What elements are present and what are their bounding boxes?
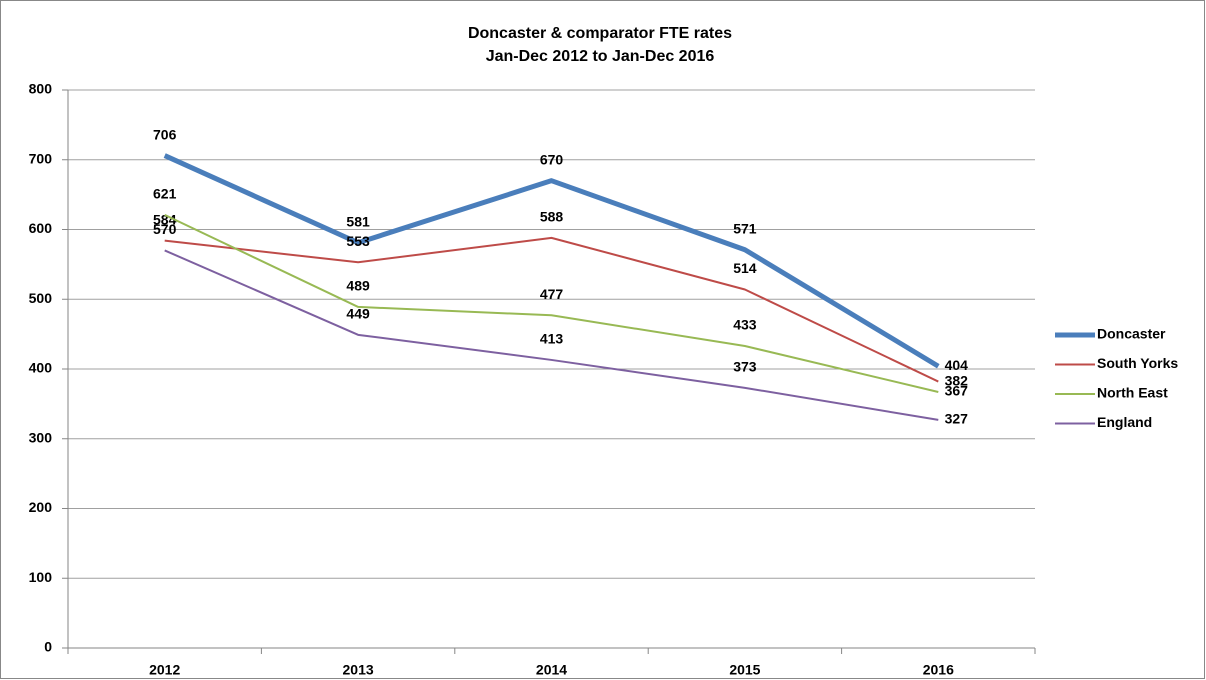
chart-subtitle: Jan-Dec 2012 to Jan-Dec 2016 xyxy=(486,48,715,65)
legend-label: North East xyxy=(1097,385,1168,401)
data-label: 706 xyxy=(153,126,177,142)
data-label: 581 xyxy=(346,213,370,229)
data-label: 588 xyxy=(540,209,564,225)
data-label: 404 xyxy=(945,357,969,373)
chart-title: Doncaster & comparator FTE rates xyxy=(468,25,732,42)
y-tick-label: 100 xyxy=(29,569,53,585)
series-line xyxy=(163,153,940,369)
series-line xyxy=(164,249,939,421)
x-tick-label: 2016 xyxy=(923,662,954,678)
data-label: 373 xyxy=(733,359,757,375)
data-label: 514 xyxy=(733,260,757,276)
data-label: 489 xyxy=(346,278,370,294)
data-label: 327 xyxy=(945,411,969,427)
data-label: 570 xyxy=(153,221,177,237)
series-line xyxy=(164,236,939,383)
data-label: 584 xyxy=(153,211,177,227)
data-label: 477 xyxy=(540,286,564,302)
data-label: 670 xyxy=(540,151,564,167)
x-tick-label: 2012 xyxy=(149,662,180,678)
y-tick-label: 300 xyxy=(29,429,53,445)
y-tick-label: 0 xyxy=(44,639,52,655)
y-tick-label: 700 xyxy=(29,150,53,166)
data-label: 621 xyxy=(153,186,177,202)
data-label: 571 xyxy=(733,220,757,236)
x-tick-label: 2015 xyxy=(729,662,760,678)
legend-label: Doncaster xyxy=(1097,326,1166,342)
data-label: 382 xyxy=(945,372,969,388)
data-label: 553 xyxy=(346,233,370,249)
data-label: 413 xyxy=(540,331,564,347)
y-tick-label: 800 xyxy=(29,81,53,97)
data-label: 367 xyxy=(945,383,969,399)
x-tick-label: 2014 xyxy=(536,662,567,678)
y-tick-label: 400 xyxy=(29,360,53,376)
legend-label: England xyxy=(1097,414,1152,430)
y-tick-label: 500 xyxy=(29,290,53,306)
y-tick-label: 600 xyxy=(29,220,53,236)
x-tick-label: 2013 xyxy=(343,662,374,678)
series-line xyxy=(164,213,939,393)
data-label: 449 xyxy=(346,306,370,322)
data-label: 433 xyxy=(733,317,757,333)
y-tick-label: 200 xyxy=(29,499,53,515)
legend-label: South Yorks xyxy=(1097,355,1178,371)
